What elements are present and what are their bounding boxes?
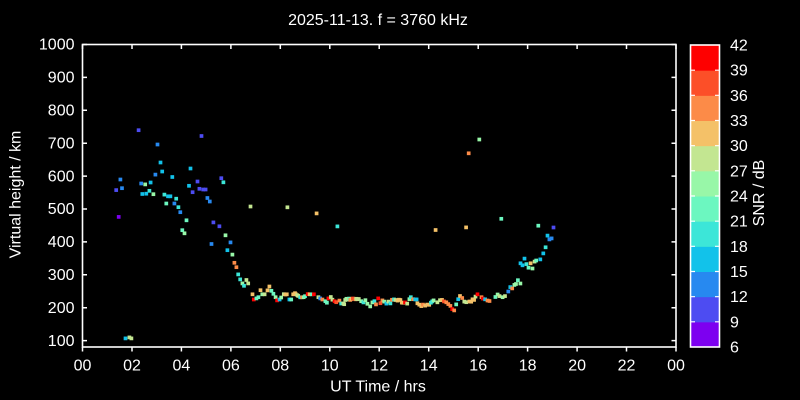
svg-text:39: 39 bbox=[730, 63, 748, 80]
svg-text:10: 10 bbox=[321, 358, 339, 375]
svg-text:6: 6 bbox=[730, 340, 739, 357]
svg-text:16: 16 bbox=[469, 358, 487, 375]
svg-text:700: 700 bbox=[48, 135, 75, 152]
svg-text:900: 900 bbox=[48, 70, 75, 87]
svg-text:500: 500 bbox=[48, 201, 75, 218]
svg-text:18: 18 bbox=[730, 239, 748, 256]
svg-text:22: 22 bbox=[618, 358, 636, 375]
svg-text:02: 02 bbox=[123, 358, 141, 375]
svg-text:27: 27 bbox=[730, 163, 748, 180]
svg-text:Virtual height / km: Virtual height / km bbox=[8, 131, 25, 259]
svg-text:14: 14 bbox=[420, 358, 438, 375]
svg-text:600: 600 bbox=[48, 168, 75, 185]
svg-text:SNR / dB: SNR / dB bbox=[751, 160, 768, 227]
svg-text:30: 30 bbox=[730, 138, 748, 155]
svg-text:33: 33 bbox=[730, 113, 748, 130]
svg-text:21: 21 bbox=[730, 214, 748, 231]
svg-text:15: 15 bbox=[730, 264, 748, 281]
svg-text:2025-11-13. f = 3760 kHz: 2025-11-13. f = 3760 kHz bbox=[288, 12, 468, 29]
svg-text:9: 9 bbox=[730, 314, 739, 331]
svg-text:24: 24 bbox=[730, 189, 748, 206]
svg-text:12: 12 bbox=[730, 289, 748, 306]
svg-text:00: 00 bbox=[667, 358, 685, 375]
svg-text:18: 18 bbox=[519, 358, 537, 375]
svg-text:UT Time / hrs: UT Time / hrs bbox=[330, 379, 426, 396]
svg-text:200: 200 bbox=[48, 300, 75, 317]
svg-text:100: 100 bbox=[48, 333, 75, 350]
svg-text:36: 36 bbox=[730, 88, 748, 105]
svg-text:400: 400 bbox=[48, 234, 75, 251]
svg-text:42: 42 bbox=[730, 38, 748, 55]
svg-text:00: 00 bbox=[74, 358, 92, 375]
svg-text:1000: 1000 bbox=[39, 37, 75, 54]
svg-text:06: 06 bbox=[222, 358, 240, 375]
svg-text:20: 20 bbox=[568, 358, 586, 375]
svg-text:800: 800 bbox=[48, 103, 75, 120]
svg-text:08: 08 bbox=[271, 358, 289, 375]
svg-text:300: 300 bbox=[48, 267, 75, 284]
svg-text:04: 04 bbox=[173, 358, 191, 375]
svg-text:12: 12 bbox=[370, 358, 388, 375]
